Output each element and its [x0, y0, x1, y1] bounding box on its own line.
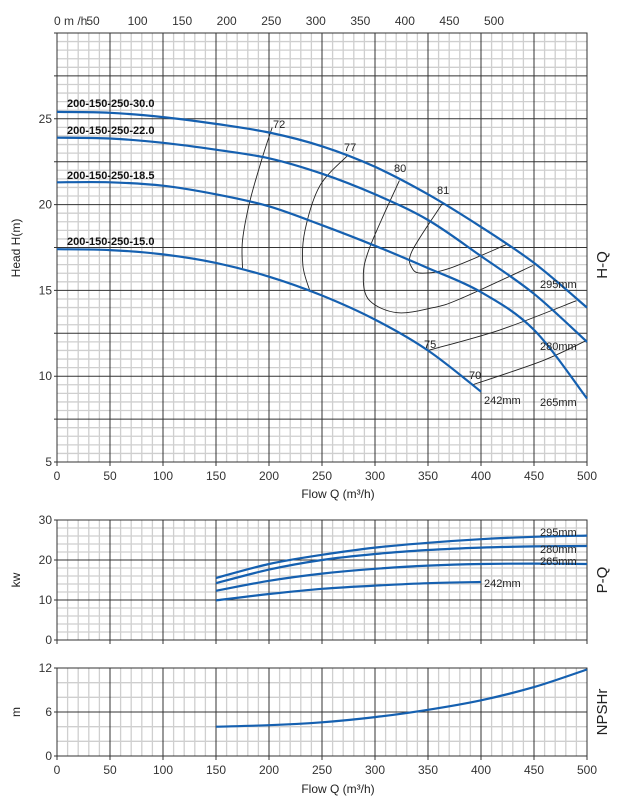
- x-tick-label: 0: [54, 469, 61, 483]
- top-axis-tick-label: 500: [484, 14, 504, 28]
- x-tick-label: 500: [577, 469, 597, 483]
- top-axis-tick-label: 250: [261, 14, 281, 28]
- plot-frame: [56, 519, 588, 641]
- plot-frame: [56, 667, 588, 757]
- y-tick-label: 15: [39, 283, 53, 297]
- eff-label-70: 70: [469, 370, 481, 382]
- curve-295mm: [215, 534, 588, 580]
- x-tick-label: 350: [418, 763, 438, 777]
- npsh-chart: 0 6 12 0 50 100 150 200 250 300 350 400 450 500: [39, 661, 598, 777]
- npsh-xlabel: Flow Q (m³/h): [301, 782, 374, 796]
- hq-xlabel: Flow Q (m³/h): [301, 487, 374, 501]
- curve-280mm: [56, 136, 588, 343]
- pq-label-265mm: 265mm: [540, 556, 577, 568]
- efficiency-line-75: [427, 300, 577, 351]
- y-tick-label: 6: [45, 705, 52, 719]
- y-tick-label: 0: [45, 633, 52, 647]
- top-axis-tick-label: 200: [217, 14, 237, 28]
- efficiency-line-77: [301, 155, 348, 293]
- y-tick-label: 25: [39, 112, 53, 126]
- x-tick-label: 300: [365, 469, 385, 483]
- x-tick-label: 500: [577, 763, 597, 777]
- top-axis-tick-label: 300: [306, 14, 326, 28]
- efficiency-line-72: [241, 127, 273, 269]
- hq-ylabel: Head H(m): [9, 219, 23, 278]
- top-axis-unit-label: 0 m /h: [54, 14, 87, 28]
- hq-grid: [54, 32, 588, 466]
- x-tick-label: 100: [153, 763, 173, 777]
- hq-label-242mm: 242mm: [484, 395, 521, 407]
- hq-title: H-Q: [594, 251, 611, 279]
- model-label-15: 200-150-250-15.0: [67, 236, 154, 248]
- efficiency-line-70: [472, 339, 588, 386]
- hq-label-295mm: 295mm: [540, 279, 577, 291]
- model-label-22: 200-150-250-22.0: [67, 125, 154, 137]
- efficiency-line-81: [408, 202, 508, 274]
- pq-chart: 0 10 20 30: [39, 513, 588, 647]
- top-axis-tick-label: 400: [395, 14, 415, 28]
- curve-280mm: [215, 544, 588, 585]
- eff-label-72: 72: [273, 119, 285, 131]
- pq-label-242mm: 242mm: [484, 578, 521, 590]
- hq-label-265mm: 265mm: [540, 397, 577, 409]
- y-tick-label: 0: [45, 749, 52, 763]
- curve-295mm: [56, 110, 588, 309]
- top-axis-tick-label: 350: [350, 14, 370, 28]
- pq-grid: [54, 519, 588, 644]
- x-tick-label: 100: [153, 469, 173, 483]
- x-tick-label: 50: [103, 763, 117, 777]
- model-label-18-5: 200-150-250-18.5: [67, 170, 154, 182]
- efficiency-line-80: [362, 180, 534, 314]
- x-tick-label: 450: [524, 763, 544, 777]
- x-tick-label: 450: [524, 469, 544, 483]
- x-tick-label: 50: [103, 469, 117, 483]
- x-tick-label: 150: [206, 763, 226, 777]
- npsh-grid: [54, 667, 588, 760]
- hq-label-280mm: 280mm: [540, 341, 577, 353]
- x-tick-label: 400: [471, 469, 491, 483]
- y-tick-label: 10: [39, 593, 53, 607]
- curve-265mm: [56, 180, 588, 400]
- top-axis-ticks: 50 100 150 200 250 300 350 400 450 500: [86, 14, 504, 28]
- npsh-title: NPSHr: [594, 689, 611, 736]
- y-tick-label: 12: [39, 661, 53, 675]
- x-tick-label: 200: [259, 469, 279, 483]
- x-tick-label: 250: [312, 469, 332, 483]
- y-tick-label: 30: [39, 513, 53, 527]
- eff-label-75: 75: [424, 339, 436, 351]
- curve-265mm: [215, 562, 588, 592]
- eff-label-81: 81: [437, 185, 449, 197]
- x-tick-label: 350: [418, 469, 438, 483]
- curve-242mm: [215, 580, 482, 602]
- curve-NPSHr: [215, 668, 588, 728]
- x-tick-label: 150: [206, 469, 226, 483]
- top-axis-tick-label: 100: [128, 14, 148, 28]
- pq-label-280mm: 280mm: [540, 544, 577, 556]
- top-axis-tick-label: 150: [172, 14, 192, 28]
- y-tick-label: 20: [39, 198, 53, 212]
- x-tick-label: 0: [54, 763, 61, 777]
- eff-label-80: 80: [394, 163, 406, 175]
- curve-242mm: [56, 248, 482, 393]
- top-axis-tick-label: 50: [86, 14, 100, 28]
- plot-frame: [56, 32, 588, 463]
- x-tick-label: 250: [312, 763, 332, 777]
- y-tick-label: 10: [39, 369, 53, 383]
- top-axis-tick-label: 450: [439, 14, 459, 28]
- model-label-30: 200-150-250-30.0: [67, 98, 154, 110]
- x-tick-label: 300: [365, 763, 385, 777]
- y-tick-label: 5: [45, 455, 52, 469]
- npsh-ylabel: m: [9, 707, 23, 717]
- pq-title: P-Q: [594, 567, 611, 594]
- eff-label-77: 77: [344, 142, 356, 154]
- x-tick-label: 200: [259, 763, 279, 777]
- x-tick-label: 400: [471, 763, 491, 777]
- y-tick-label: 20: [39, 553, 53, 567]
- pq-ylabel: kw: [9, 572, 23, 587]
- pq-label-295mm: 295mm: [540, 527, 577, 539]
